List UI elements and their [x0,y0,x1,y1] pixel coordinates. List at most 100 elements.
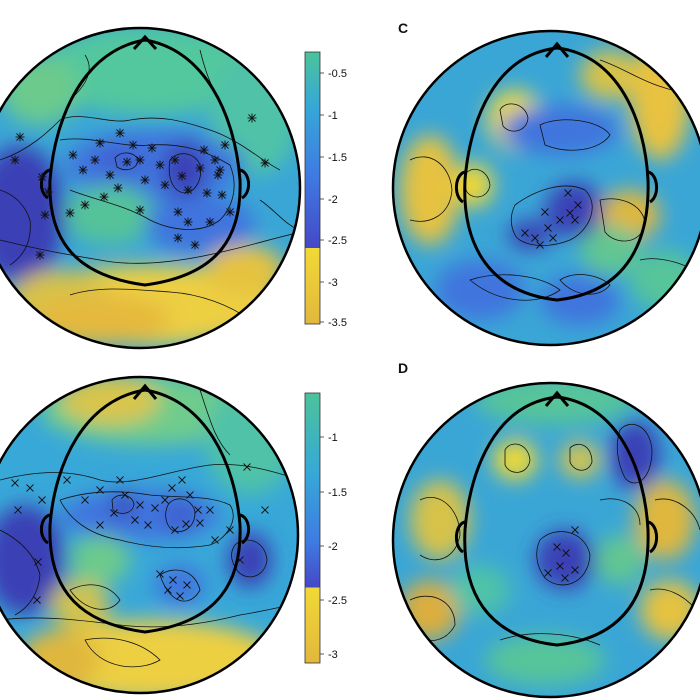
cross-marker [161,496,169,504]
cross-marker [194,506,202,514]
cross-marker [136,501,144,509]
cross-marker [553,543,561,551]
head-outline [455,390,658,647]
head-outline [40,383,250,634]
asterisk-marker [90,155,100,165]
left-ear-outline [40,168,51,200]
asterisk-marker [105,170,115,180]
cross-marker [164,586,172,594]
asterisk-marker [35,250,45,260]
right-ear-outline [239,513,250,545]
colorbar-top-gradient [304,51,321,325]
asterisk-marker [170,155,180,165]
cross-marker [156,570,164,578]
asterisk-marker [195,163,205,173]
asterisk-marker [10,155,20,165]
cross-marker [169,576,177,584]
left-ear-outline [40,513,51,545]
cross-marker [186,491,194,499]
asterisk-marker [140,175,150,185]
scalp-outline [391,29,700,347]
cross-marker [531,234,539,242]
asterisk-marker [43,187,53,197]
asterisk-marker [147,143,157,153]
asterisk-marker [177,171,187,181]
cross-marker [564,189,572,197]
asterisk-marker [99,192,109,202]
electrode-markers [521,189,582,249]
nose-outline [544,41,570,58]
scalp-outline [0,375,300,695]
cross-marker [544,224,552,232]
asterisk-marker [68,150,78,160]
asterisk-marker [205,217,215,227]
asterisk-marker [247,113,257,123]
colorbar-tick-label: -1 [328,432,338,444]
right-ear-outline [647,170,658,204]
cross-marker [536,241,544,249]
topomap-panel-b [0,375,300,695]
asterisk-marker [217,190,227,200]
cross-marker [11,479,19,487]
cross-marker [33,596,41,604]
topomap-panel-d: D [391,360,700,699]
head-outline [455,41,658,302]
colorbar-tick-label: -2.5 [328,595,347,607]
cross-marker [561,574,569,582]
cross-marker [176,592,184,600]
cross-marker [81,496,89,504]
cross-marker [131,516,139,524]
asterisk-marker [135,155,145,165]
colorbar-tick-label: -0.5 [328,68,347,80]
cross-marker [261,506,269,514]
asterisk-marker [40,210,50,220]
cross-marker [116,476,124,484]
cross-marker [566,209,574,217]
cross-marker [14,506,22,514]
right-ear-outline [239,168,250,200]
cross-marker [96,521,104,529]
contour-lines [0,389,298,668]
asterisk-marker [122,157,132,167]
asterisk-marker [210,155,220,165]
cross-marker [96,486,104,494]
asterisk-marker [65,208,75,218]
colorbar-tick-label: -1 [328,110,338,122]
cross-marker [571,566,579,574]
cross-marker [34,558,42,566]
cross-marker [211,536,219,544]
cross-marker [226,526,234,534]
cross-marker [171,526,179,534]
asterisk-marker [202,188,212,198]
cross-marker [562,549,570,557]
colorbar-bottom-gradient [304,392,321,664]
colorbar-tick-label: -3.5 [328,317,347,329]
cross-marker [243,463,251,471]
cross-marker [544,569,552,577]
cross-marker [236,556,244,564]
topomap-panel-a [0,26,302,350]
asterisk-marker [113,183,123,193]
asterisk-marker [80,200,90,210]
asterisk-marker [225,207,235,217]
left-ear-outline [455,520,466,554]
scalp-outline [0,26,302,350]
asterisk-marker [183,185,193,195]
cross-marker [556,562,564,570]
panel-label-c: C [398,20,408,36]
head-outline [40,34,250,287]
cross-marker [541,208,549,216]
nose-outline [544,390,570,407]
electrode-markers [544,526,579,582]
asterisk-marker [220,140,230,150]
colorbar-top: -0.5 -1 -1.5 -2 -2.5 -3 -3.5 [304,51,347,329]
asterisk-marker [115,128,125,138]
cross-marker [144,521,152,529]
electrode-markers [10,113,270,260]
cross-marker [183,581,191,589]
colorbar-tick-label: -2 [328,194,338,206]
cross-marker [168,484,176,492]
asterisk-marker [183,217,193,227]
colorbar-bottom: -1 -1.5 -2 -2.5 -3 [304,392,347,664]
